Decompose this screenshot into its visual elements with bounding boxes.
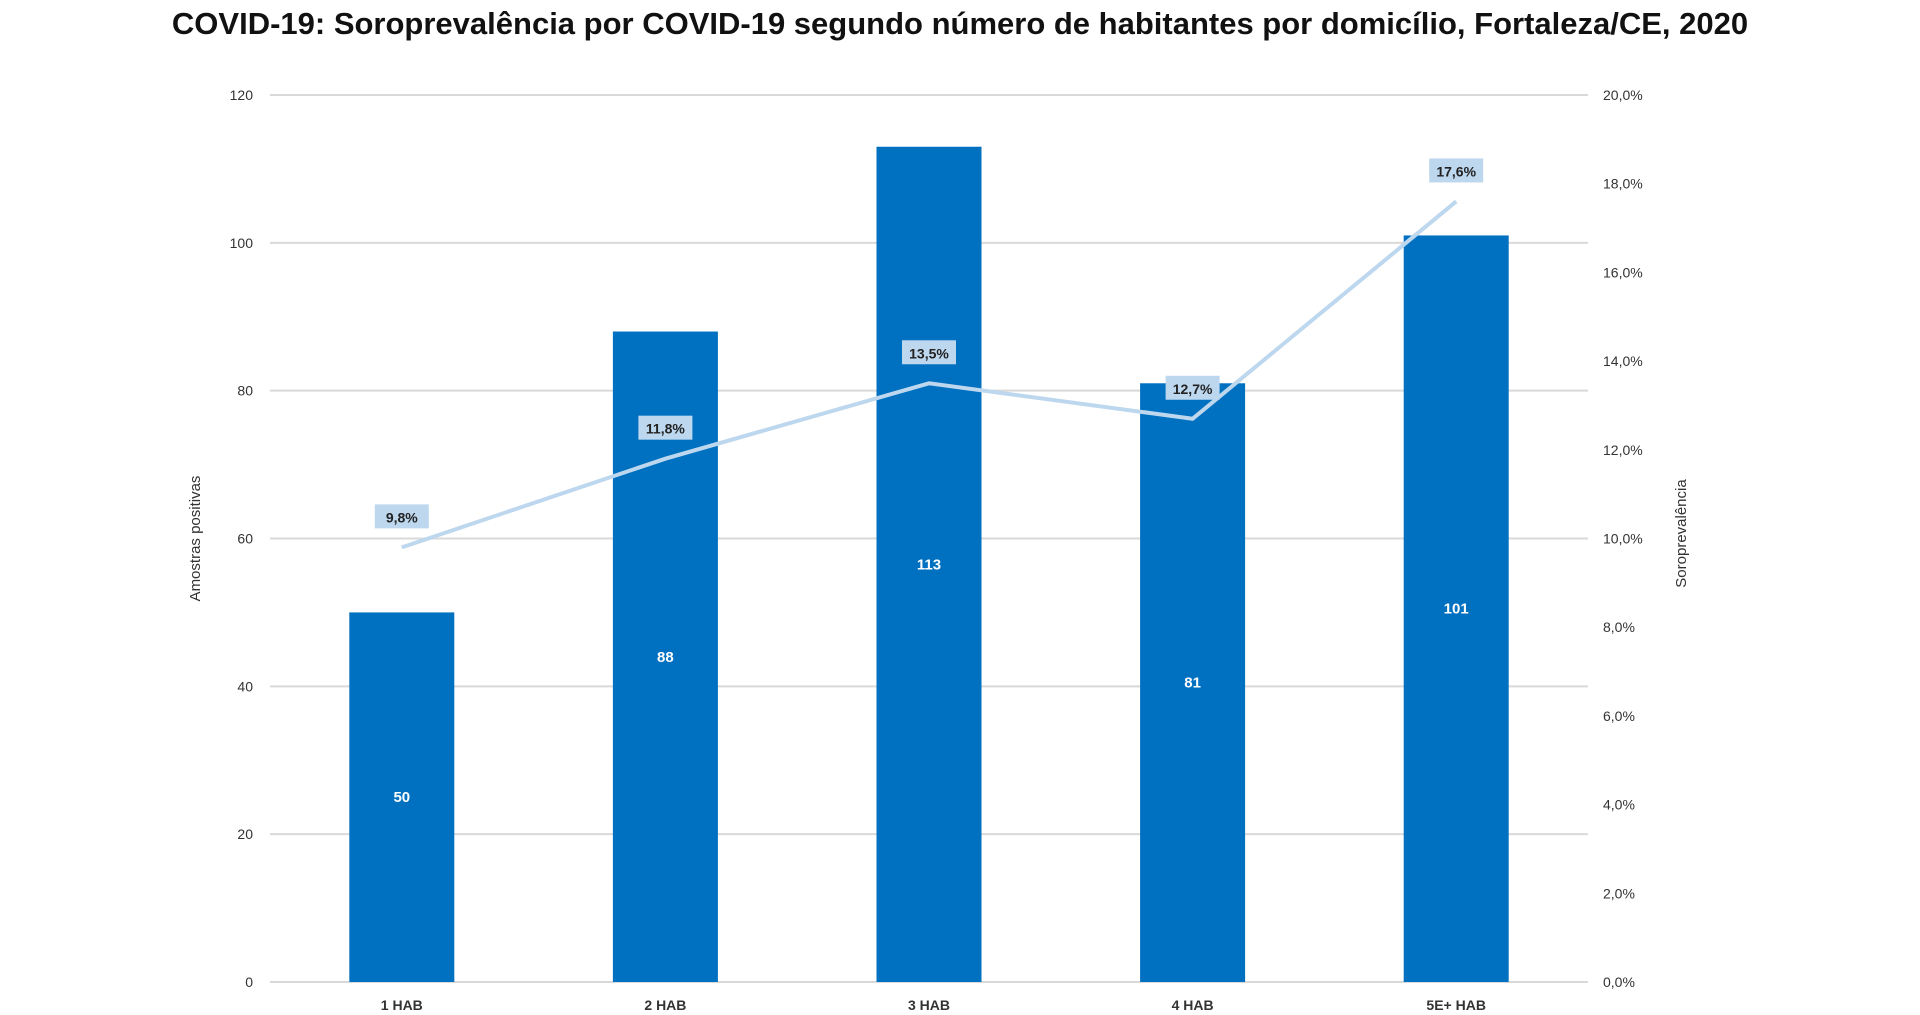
bar: [1403, 235, 1509, 983]
line-data-label-bg: [374, 504, 429, 529]
right-tick-label: 0,0%: [1603, 974, 1635, 990]
bar-data-label: 81: [1184, 675, 1201, 692]
line-data-label: 11,8%: [646, 421, 685, 437]
left-tick-label: 120: [230, 87, 254, 103]
right-tick-label: 12,0%: [1603, 442, 1643, 458]
bar: [349, 612, 455, 982]
bar-data-label: 101: [1444, 601, 1469, 618]
line-data-label-bg: [1165, 375, 1220, 400]
right-tick-label: 20,0%: [1603, 87, 1643, 103]
right-tick-label: 2,0%: [1603, 885, 1635, 901]
line-data-label: 13,5%: [909, 345, 949, 361]
bar-data-label: 113: [917, 556, 941, 573]
bar-data-label: 88: [657, 649, 674, 666]
line-data-label: 17,6%: [1436, 163, 1476, 179]
line-series: [401, 199, 1458, 550]
category-label: 2 HAB: [644, 997, 686, 1013]
right-tick-label: 16,0%: [1603, 264, 1643, 280]
category-label: 4 HAB: [1172, 997, 1214, 1013]
left-axis-title: Amostras positivas: [187, 476, 204, 602]
line-data-label-bg: [1429, 158, 1484, 183]
left-tick-label: 20: [237, 826, 253, 842]
line-data-label-bg: [638, 415, 693, 440]
left-tick-label: 40: [237, 678, 253, 694]
right-tick-label: 14,0%: [1603, 353, 1643, 369]
right-tick-label: 4,0%: [1603, 797, 1635, 813]
bar-data-label: 50: [393, 789, 410, 806]
left-tick-label: 0: [245, 974, 253, 990]
right-tick-label: 6,0%: [1603, 708, 1635, 724]
category-label: 5E+ HAB: [1426, 997, 1486, 1013]
category-label: 3 HAB: [908, 997, 950, 1013]
right-tick-label: 18,0%: [1603, 176, 1643, 192]
bar: [876, 146, 982, 982]
line-data-label-bg: [902, 340, 956, 365]
left-tick-label: 60: [237, 531, 253, 547]
chart-title: COVID-19: Soroprevalência por COVID-19 s…: [171, 6, 1749, 41]
left-tick-label: 80: [237, 383, 253, 399]
right-axis-title: Soroprevalência: [1673, 479, 1690, 588]
category-label: 1 HAB: [381, 997, 423, 1013]
left-tick-label: 100: [230, 235, 254, 251]
bar: [1140, 383, 1246, 982]
line-data-label: 12,7%: [1173, 381, 1213, 397]
line-data-label: 9,8%: [386, 509, 418, 525]
bar: [612, 331, 718, 982]
right-tick-label: 8,0%: [1603, 619, 1635, 635]
right-tick-label: 10,0%: [1603, 531, 1643, 547]
